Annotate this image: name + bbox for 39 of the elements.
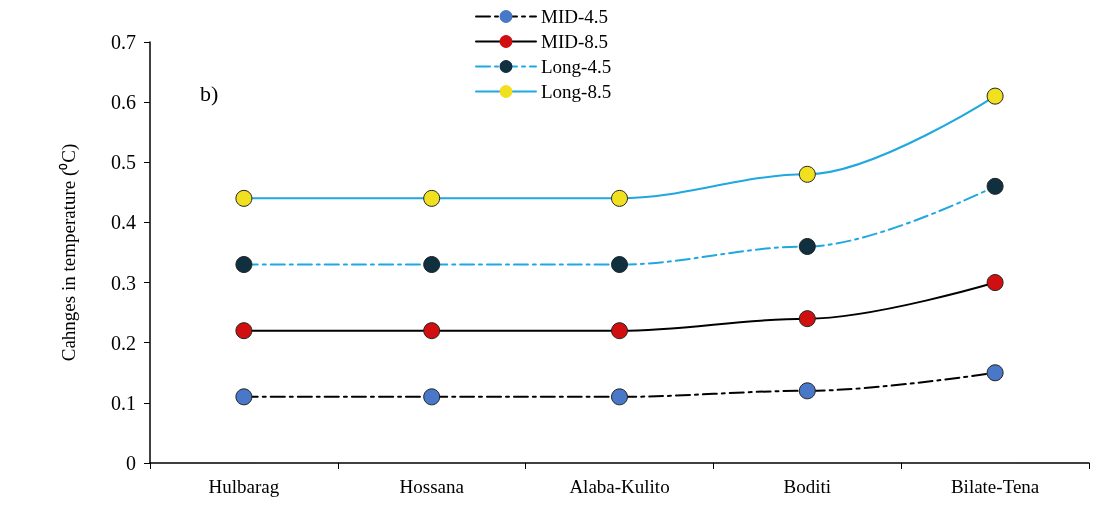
y-tick-label: 0 (126, 452, 136, 474)
y-axis-title: Cahnges in temperature (⁰C) (58, 143, 80, 362)
point (798, 165, 816, 183)
point (235, 256, 253, 274)
point (423, 256, 441, 274)
point (798, 382, 816, 400)
legend-label: Long-8.5 (541, 81, 612, 102)
point (986, 274, 1004, 292)
point (798, 237, 816, 255)
y-tick-label: 0.6 (111, 91, 136, 114)
legend-label: Long-4.5 (541, 56, 612, 77)
y-tick-label: 0.3 (111, 271, 136, 294)
x-tick-label: Bilate-Tena (950, 476, 1040, 497)
point (235, 189, 253, 207)
y-tick-label: 0.5 (111, 151, 136, 174)
x-tick-label: Hossana (399, 476, 465, 497)
point (611, 388, 628, 406)
x-tick-label: Boditi (783, 476, 832, 497)
point (798, 310, 816, 328)
point (986, 364, 1004, 382)
legend-label: MID-4.5 (541, 6, 609, 27)
y-tick-label: 0.2 (111, 331, 136, 354)
legend-label: MID-8.5 (541, 31, 609, 52)
point (423, 322, 441, 340)
point (611, 189, 628, 207)
point (423, 189, 441, 207)
point (235, 388, 253, 406)
point (423, 388, 441, 406)
annotation: b) (200, 80, 219, 106)
y-tick-label: 0.4 (111, 211, 136, 234)
y-tick-label: 0.1 (111, 391, 136, 414)
y-tick-label: 0.7 (111, 31, 136, 53)
point (611, 256, 628, 274)
point (986, 87, 1004, 105)
point (986, 177, 1004, 195)
point (611, 322, 628, 340)
x-tick-label: Hulbarag (208, 476, 280, 497)
x-tick-label: Alaba-Kulito (569, 476, 670, 497)
point (235, 322, 253, 340)
